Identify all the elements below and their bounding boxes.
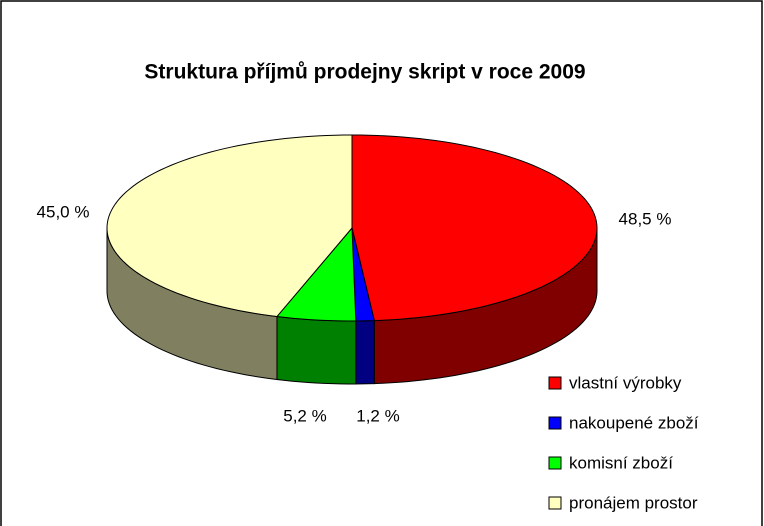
legend-swatch xyxy=(548,496,562,510)
legend-swatch xyxy=(548,376,562,390)
pie-slice xyxy=(106,134,353,318)
legend-swatch xyxy=(548,416,562,430)
legend-label: pronájem prostor xyxy=(569,493,698,512)
chart-title: Struktura příjmů prodejny skript v roce … xyxy=(144,61,585,84)
pie-slice xyxy=(275,226,357,322)
pie-slice xyxy=(351,134,598,322)
pie-side xyxy=(276,315,357,385)
legend-label: komisní zboží xyxy=(569,453,673,472)
legend-label: nakoupené zboží xyxy=(569,413,699,432)
data-label: 48,5 % xyxy=(619,209,672,228)
legend-label: vlastní výrobky xyxy=(569,373,682,392)
data-label: 5,2 % xyxy=(283,406,326,425)
legend-swatch xyxy=(548,456,562,470)
data-label: 45,0 % xyxy=(37,202,90,221)
pie-side xyxy=(355,320,375,385)
data-label: 1,2 % xyxy=(356,406,399,425)
